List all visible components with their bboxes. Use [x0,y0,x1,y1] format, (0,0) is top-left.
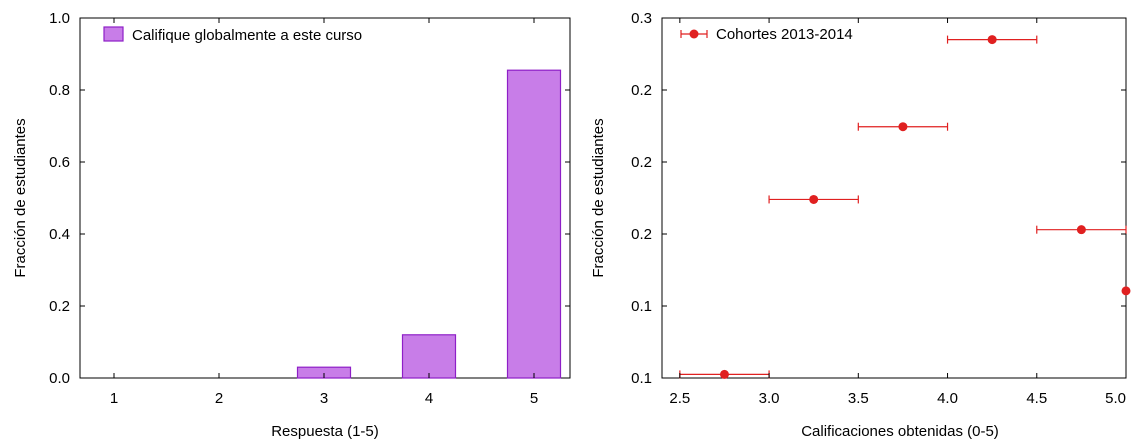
y-tick-label: 0.2 [631,154,652,171]
bar-chart: 1 2 3 4 5 0.0 0.2 0.4 0.6 0.8 1.0 Califique globa… [12,10,571,440]
data-point [1076,225,1086,235]
legend: Califique globalmente a este curso [103,26,362,44]
legend-swatch [103,26,124,42]
legend-label: Califique globalmente a este curso [132,27,362,44]
legend-label: Cohortes 2013-2014 [716,26,853,43]
y-tick-label: 0.1 [631,298,652,315]
y-tick-label: 0.2 [631,226,652,243]
y-tick-label: 0.2 [49,298,70,315]
y-tick-label: 0.8 [49,82,70,99]
x-axis-label: Respuesta (1-5) [271,423,379,440]
y-tick-label: 0.0 [49,370,70,387]
y-axis-label: Fracción de estudiantes [590,118,607,277]
y-tick-label: 0.4 [49,226,70,243]
y-tick-label: 1.0 [49,10,70,27]
plot-frame [79,17,571,379]
y-tick-label: 0.6 [49,154,70,171]
y-tick-label: 0.3 [631,10,652,27]
x-tick-label: 2.5 [669,390,690,407]
data-point [987,35,997,45]
x-tick-label: 4.5 [1026,390,1047,407]
x-tick-label: 3.5 [848,390,869,407]
bar-4 [401,334,457,379]
y-axis-label: Fracción de estudiantes [12,118,29,277]
x-tick-label: 1 [110,390,118,407]
data-point [1121,286,1131,296]
x-axis-label: Calificaciones obtenidas (0-5) [801,423,999,440]
y-tick-label: 0.2 [631,82,652,99]
plot-frame [661,17,1127,379]
x-tick-label: 3.0 [759,390,780,407]
data-point [898,122,908,132]
y-tick-label: 0.1 [631,370,652,387]
bar-5 [506,69,562,379]
data-point [809,194,819,204]
x-tick-label: 5.0 [1105,390,1126,407]
x-tick-label: 5 [530,390,538,407]
legend: Cohortes 2013-2014 [680,26,853,43]
data-point [719,369,729,379]
x-tick-label: 4 [425,390,433,407]
x-tick-label: 2 [215,390,223,407]
x-tick-label: 3 [320,390,328,407]
legend-marker [689,29,699,39]
x-tick-label: 4.0 [937,390,958,407]
scatter-chart: 2.5 3.0 3.5 4.0 4.5 5.0 0.1 0.1 0.2 0.2 0.2 0.3 Co… [590,10,1131,440]
